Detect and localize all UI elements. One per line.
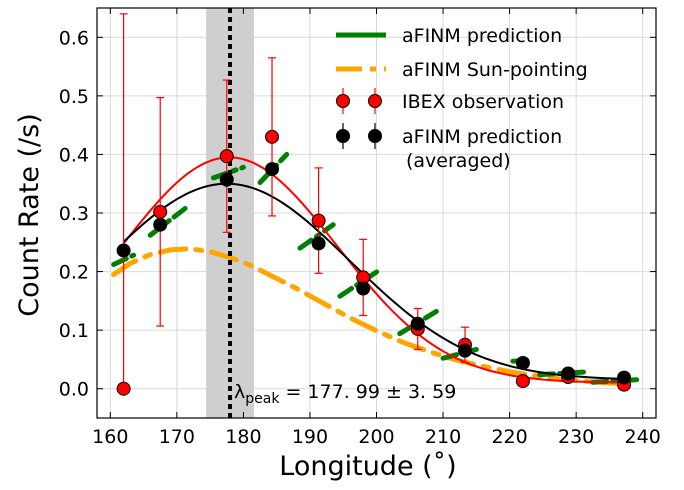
prediction-segment (297, 222, 336, 251)
y-tick-label: 0.3 (59, 203, 89, 225)
x-tick-label: 200 (358, 426, 394, 448)
x-tick-label: 230 (558, 426, 594, 448)
observation-marker (265, 129, 280, 144)
x-tick-label: 220 (491, 426, 527, 448)
y-tick-label: 0.4 (59, 144, 89, 166)
prediction-marker (356, 281, 371, 296)
x-axis-label: Longitude (˚) (279, 451, 456, 482)
y-axis-label: Count Rate (/s) (14, 113, 45, 317)
prediction-marker (265, 162, 280, 177)
observation-marker (116, 381, 131, 396)
legend-marker (336, 94, 350, 108)
legend: aFINM prediction aFINM Sun-pointing IBEX o… (336, 25, 588, 172)
peak-uncertainty-band (206, 8, 255, 418)
markers (116, 129, 632, 396)
prediction-segment (147, 204, 190, 238)
annotation-value: = 177. 99 ± 3. 59 (279, 381, 456, 403)
tick-labels: 160 170 180 190 200 210 220 230 240 0.0 0.1 0.2 0.3 0… (59, 27, 661, 448)
annotation-lambda: λ (234, 381, 245, 403)
x-tick-label: 180 (225, 426, 261, 448)
prediction-marker (311, 236, 326, 251)
legend-label: aFINM prediction (402, 25, 562, 47)
observation-marker (515, 374, 530, 389)
prediction-marker (153, 217, 168, 232)
legend-label-line2: (averaged) (406, 150, 511, 172)
peak-band (206, 8, 255, 418)
prediction-marker (116, 243, 131, 258)
legend-marker (368, 129, 382, 143)
prediction-marker (515, 355, 530, 370)
observation-marker (311, 213, 326, 228)
prediction-marker (410, 316, 425, 331)
x-tick-label: 190 (292, 426, 328, 448)
grid (97, 8, 656, 418)
prediction-fit-curve (122, 182, 623, 380)
y-tick-label: 0.5 (59, 86, 89, 108)
observation-marker (153, 204, 168, 219)
observation-marker (219, 149, 234, 164)
y-tick-label: 0.0 (59, 379, 89, 401)
x-tick-label: 240 (625, 426, 661, 448)
y-tick-label: 0.1 (59, 320, 89, 342)
axes-frame (96, 7, 657, 419)
prediction-marker (617, 370, 632, 385)
x-tick-label: 210 (425, 426, 461, 448)
prediction-marker (561, 366, 576, 381)
prediction-marker (219, 172, 234, 187)
legend-label: aFINM Sun-pointing (402, 59, 588, 81)
observation-fit-curve (122, 156, 623, 384)
y-tick-label: 0.6 (59, 27, 89, 49)
sun-pointing-series (111, 246, 639, 388)
x-tick-label: 160 (92, 426, 128, 448)
afinm-prediction-series (111, 151, 646, 385)
fit-curves (122, 156, 623, 384)
peak-annotation-text: λpeak = 177. 99 ± 3. 59 (234, 381, 456, 407)
legend-label: aFINM prediction (402, 126, 562, 148)
peak-annotation: λpeak = 177. 99 ± 3. 59 (234, 381, 456, 407)
legend-marker (368, 94, 382, 108)
sun-pointing-line (111, 246, 639, 388)
y-tick-label: 0.2 (59, 262, 89, 284)
legend-label: IBEX observation (402, 91, 564, 113)
legend-marker (336, 129, 350, 143)
x-tick-label: 170 (159, 426, 195, 448)
prediction-marker (458, 343, 473, 358)
annotation-subscript: peak (245, 391, 280, 407)
